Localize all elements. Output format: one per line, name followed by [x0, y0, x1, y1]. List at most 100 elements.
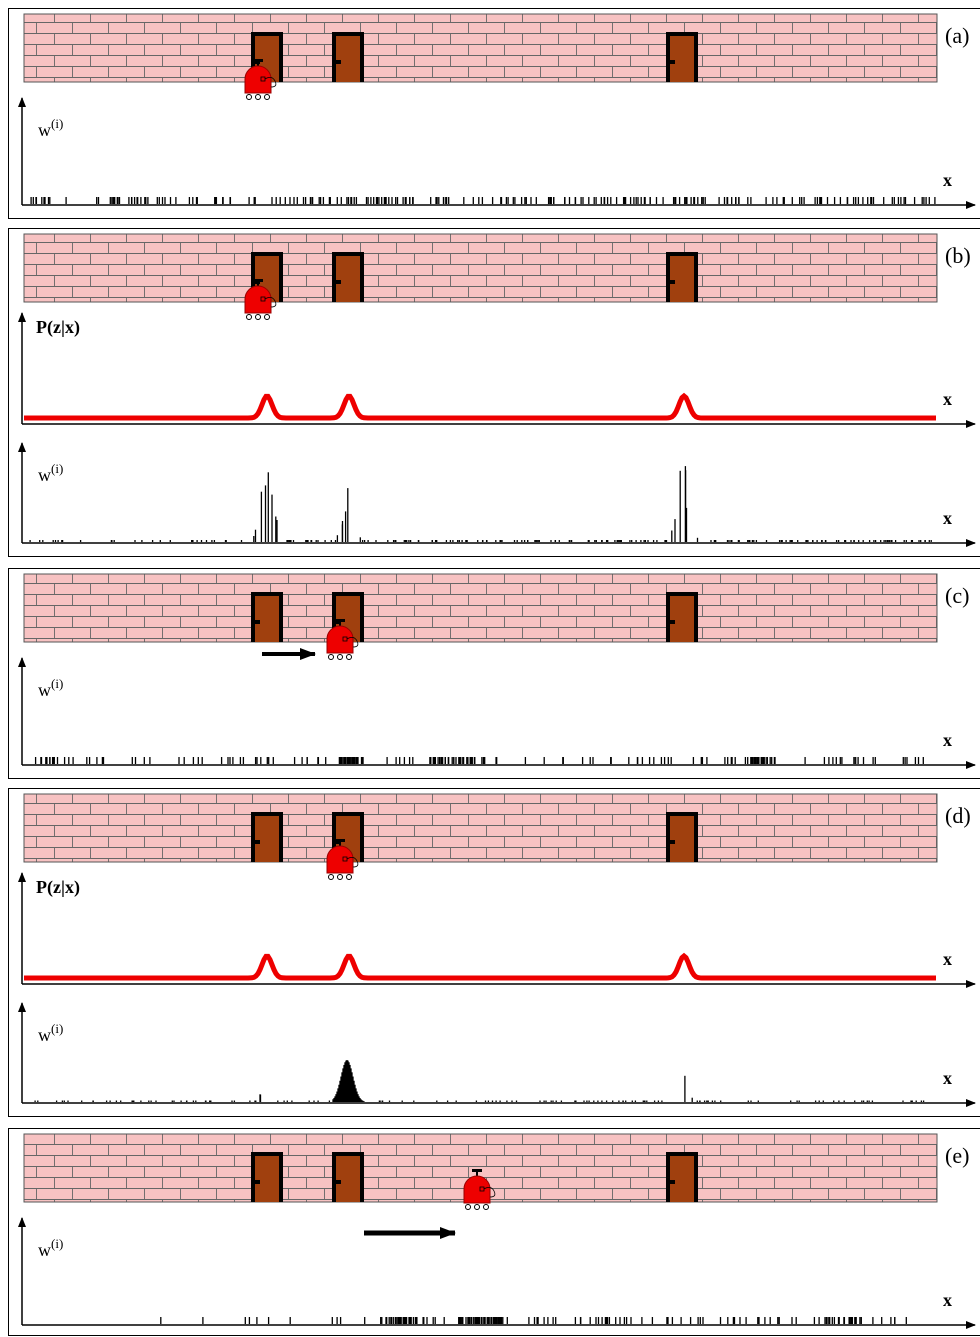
wall — [23, 573, 938, 643]
robot — [463, 1169, 496, 1210]
panel-border — [8, 1128, 980, 1336]
robot-wheel — [264, 94, 270, 100]
robot-wheel — [328, 874, 334, 880]
robot-wheel — [465, 1204, 471, 1210]
y-label-main: w — [38, 465, 51, 485]
y-label: w(i) — [38, 461, 63, 485]
door-knob — [336, 280, 341, 284]
robot-body — [244, 65, 272, 94]
y-label-sup: (i) — [51, 461, 63, 476]
door-knob — [255, 620, 260, 624]
door — [336, 36, 360, 82]
door — [255, 816, 279, 862]
door-knob — [670, 840, 675, 844]
y-label: w(i) — [38, 676, 63, 700]
robot-arm — [346, 857, 359, 868]
panel-border — [8, 788, 980, 1117]
door — [670, 816, 694, 862]
panel: (c) x w(i) — [8, 568, 980, 779]
door — [670, 1156, 694, 1202]
robot-body — [326, 845, 354, 874]
panel-label: (c) — [945, 583, 969, 608]
robot-antenna-top — [472, 1169, 482, 1172]
panel: (a) x w(i) — [8, 8, 980, 219]
panel-label: (b) — [945, 243, 971, 268]
door-knob — [255, 1180, 260, 1184]
door-knob — [336, 60, 341, 64]
x-label: x — [943, 1068, 952, 1088]
likelihood-curve — [24, 392, 936, 421]
panel-border — [8, 228, 980, 557]
door — [255, 596, 279, 642]
robot-antenna-top — [335, 619, 345, 622]
robot-antenna-top — [335, 839, 345, 842]
robot-body — [326, 625, 354, 654]
y-label-sup: (i) — [51, 1236, 63, 1251]
x-label: x — [943, 1290, 952, 1310]
door — [255, 1156, 279, 1202]
door-knob — [670, 1180, 675, 1184]
robot-arm — [483, 1187, 496, 1198]
y-label: P(z|x) — [36, 317, 80, 338]
robot-wheel — [246, 314, 252, 320]
panel: (e) x w(i) — [8, 1128, 980, 1336]
door — [670, 596, 694, 642]
door — [336, 256, 360, 302]
panel-border — [8, 568, 980, 779]
door-knob — [670, 280, 675, 284]
panel-label: (e) — [945, 1143, 969, 1168]
y-label: P(z|x) — [36, 877, 80, 898]
robot-wheel — [337, 874, 343, 880]
likelihood-curve — [24, 952, 936, 981]
robot-wheel — [255, 94, 261, 100]
door-knob — [670, 60, 675, 64]
y-label-main: w — [38, 120, 51, 140]
robot-body — [244, 285, 272, 314]
panel-label: (a) — [945, 23, 969, 48]
door-knob — [670, 620, 675, 624]
wall — [23, 13, 938, 83]
y-label-main: w — [38, 1025, 51, 1045]
x-label: x — [943, 508, 952, 528]
robot-wheel — [346, 874, 352, 880]
robot-wheel — [328, 654, 334, 660]
door — [670, 36, 694, 82]
x-label: x — [943, 730, 952, 750]
panel-border — [8, 8, 980, 219]
robot-wheel — [264, 314, 270, 320]
panel: (b) x P(z|x) x w(i) — [8, 228, 980, 557]
robot-wheel — [255, 314, 261, 320]
robot-arm — [346, 637, 359, 648]
robot — [244, 59, 277, 100]
door — [670, 256, 694, 302]
robot — [244, 279, 277, 320]
y-label: w(i) — [38, 1021, 63, 1045]
panel: (d) x P(z|x) x w(i) — [8, 788, 980, 1117]
robot-arm — [264, 297, 277, 308]
robot — [326, 839, 359, 880]
robot-wheel — [337, 654, 343, 660]
y-label-main: w — [38, 680, 51, 700]
robot — [326, 619, 359, 660]
robot-wheel — [346, 654, 352, 660]
door-knob — [255, 840, 260, 844]
robot-arm — [264, 77, 277, 88]
robot-body — [463, 1175, 491, 1204]
panel-label: (d) — [945, 803, 971, 828]
robot-wheel — [483, 1204, 489, 1210]
y-label: w(i) — [38, 116, 63, 140]
x-label: x — [943, 170, 952, 190]
y-label-main: w — [38, 1240, 51, 1260]
robot-wheel — [474, 1204, 480, 1210]
y-label-sup: (i) — [51, 116, 63, 131]
robot-wheel — [246, 94, 252, 100]
door — [336, 1156, 360, 1202]
y-label: w(i) — [38, 1236, 63, 1260]
wall — [23, 793, 938, 863]
x-label: x — [943, 389, 952, 409]
wall — [23, 233, 938, 303]
robot-antenna-top — [253, 279, 263, 282]
y-label-sup: (i) — [51, 676, 63, 691]
